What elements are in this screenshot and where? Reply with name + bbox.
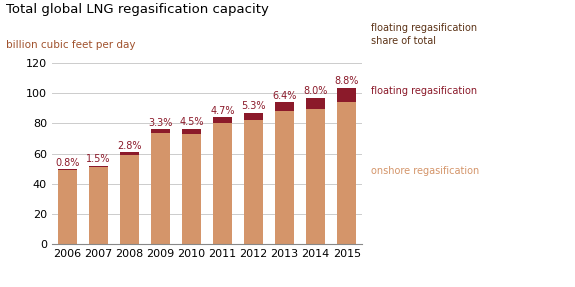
Bar bbox=[213, 117, 232, 123]
Bar bbox=[306, 109, 325, 244]
Text: 8.8%: 8.8% bbox=[335, 77, 359, 86]
Bar bbox=[89, 166, 108, 167]
Bar bbox=[244, 120, 263, 244]
Bar bbox=[338, 88, 356, 102]
Bar bbox=[151, 133, 170, 244]
Text: 3.3%: 3.3% bbox=[148, 118, 172, 128]
Text: billion cubic feet per day: billion cubic feet per day bbox=[6, 40, 135, 50]
Bar bbox=[306, 98, 325, 109]
Bar bbox=[338, 102, 356, 244]
Bar bbox=[275, 111, 294, 244]
Bar bbox=[120, 152, 139, 155]
Text: 5.3%: 5.3% bbox=[242, 101, 266, 111]
Text: onshore regasification: onshore regasification bbox=[371, 166, 479, 177]
Bar bbox=[151, 129, 170, 133]
Text: 0.8%: 0.8% bbox=[55, 158, 79, 168]
Text: 2.8%: 2.8% bbox=[117, 141, 141, 150]
Text: 8.0%: 8.0% bbox=[304, 86, 328, 96]
Text: 4.7%: 4.7% bbox=[210, 106, 235, 116]
Bar bbox=[89, 167, 108, 244]
Bar bbox=[275, 102, 294, 111]
Text: floating regasification: floating regasification bbox=[371, 86, 477, 96]
Text: 6.4%: 6.4% bbox=[273, 91, 297, 101]
Text: 1.5%: 1.5% bbox=[86, 154, 110, 164]
Bar bbox=[120, 155, 139, 244]
Text: floating regasification
share of total: floating regasification share of total bbox=[371, 23, 477, 46]
Bar bbox=[58, 170, 76, 244]
Bar bbox=[213, 123, 232, 244]
Text: 4.5%: 4.5% bbox=[179, 117, 204, 127]
Bar bbox=[58, 169, 76, 170]
Bar bbox=[182, 134, 201, 244]
Bar bbox=[244, 113, 263, 120]
Bar bbox=[182, 129, 201, 134]
Text: Total global LNG regasification capacity: Total global LNG regasification capacity bbox=[6, 3, 269, 16]
